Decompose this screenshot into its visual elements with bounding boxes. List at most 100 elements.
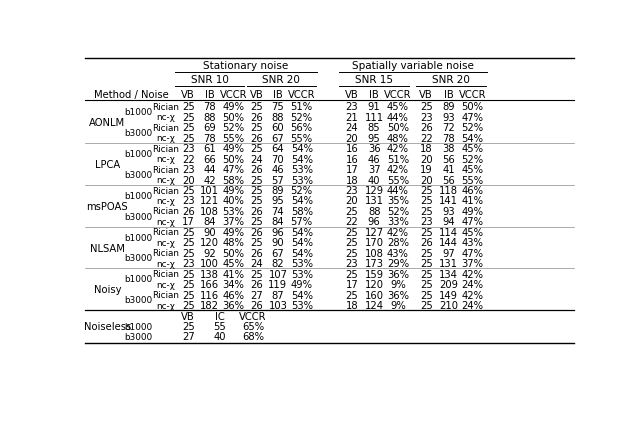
Text: 18: 18	[420, 144, 433, 154]
Text: 53%: 53%	[291, 165, 313, 175]
Text: Rician: Rician	[152, 270, 179, 279]
Text: b3000: b3000	[124, 295, 152, 304]
Text: 53%: 53%	[291, 300, 313, 310]
Text: 54%: 54%	[291, 154, 313, 164]
Text: 23: 23	[182, 165, 195, 175]
Text: 58%: 58%	[222, 175, 244, 185]
Text: 25: 25	[182, 300, 195, 310]
Text: 55%: 55%	[461, 175, 483, 185]
Text: 44%: 44%	[387, 186, 409, 196]
Text: 23: 23	[182, 144, 195, 154]
Text: 50%: 50%	[222, 113, 244, 123]
Text: IC: IC	[214, 311, 224, 321]
Text: 20: 20	[420, 175, 433, 185]
Text: Rician: Rician	[152, 249, 179, 258]
Text: 54%: 54%	[461, 133, 483, 144]
Text: 37%: 37%	[222, 217, 244, 227]
Text: VB: VB	[419, 89, 433, 99]
Text: 50%: 50%	[461, 102, 483, 112]
Text: 55: 55	[213, 321, 226, 331]
Text: b3000: b3000	[124, 254, 152, 263]
Text: 26: 26	[250, 165, 263, 175]
Text: 26: 26	[182, 206, 195, 216]
Text: 33%: 33%	[387, 217, 409, 227]
Text: 45%: 45%	[461, 165, 483, 175]
Text: 36: 36	[368, 144, 380, 154]
Text: 26: 26	[420, 123, 433, 133]
Text: 24: 24	[346, 123, 358, 133]
Text: 95: 95	[368, 133, 381, 144]
Text: IB: IB	[444, 89, 453, 99]
Text: 54%: 54%	[291, 144, 313, 154]
Text: 93: 93	[442, 206, 455, 216]
Text: AONLM: AONLM	[89, 118, 125, 128]
Text: b1000: b1000	[124, 108, 152, 117]
Text: 37: 37	[368, 165, 380, 175]
Text: 26: 26	[250, 227, 263, 237]
Text: 52%: 52%	[461, 154, 483, 164]
Text: 25: 25	[346, 248, 358, 258]
Text: NLSAM: NLSAM	[90, 243, 125, 253]
Text: 45%: 45%	[461, 144, 483, 154]
Text: 108: 108	[365, 248, 383, 258]
Text: 25: 25	[346, 290, 358, 300]
Text: Rician: Rician	[152, 144, 179, 154]
Text: 25: 25	[250, 175, 263, 185]
Text: 44: 44	[204, 165, 216, 175]
Text: Rician: Rician	[152, 165, 179, 174]
Text: Rician: Rician	[152, 186, 179, 195]
Text: 25: 25	[420, 269, 433, 279]
Text: 42%: 42%	[461, 290, 483, 300]
Text: nc-χ: nc-χ	[156, 197, 175, 206]
Text: 182: 182	[200, 300, 219, 310]
Text: Method / Noise: Method / Noise	[94, 89, 169, 99]
Text: SNR 10: SNR 10	[191, 75, 228, 85]
Text: 35%: 35%	[387, 196, 409, 206]
Text: b1000: b1000	[124, 233, 152, 242]
Text: 23: 23	[346, 102, 358, 112]
Text: 78: 78	[442, 133, 455, 144]
Text: 21: 21	[346, 113, 358, 123]
Text: 67: 67	[271, 248, 284, 258]
Text: VCCR: VCCR	[239, 311, 267, 321]
Text: 78: 78	[203, 102, 216, 112]
Text: 25: 25	[250, 186, 263, 196]
Text: Rician: Rician	[152, 207, 179, 216]
Text: 84: 84	[204, 217, 216, 227]
Text: 72: 72	[442, 123, 455, 133]
Text: 43%: 43%	[387, 248, 409, 258]
Text: 40: 40	[368, 175, 380, 185]
Text: 54%: 54%	[291, 196, 313, 206]
Text: IB: IB	[273, 89, 283, 99]
Text: 56%: 56%	[291, 123, 313, 133]
Text: 26: 26	[250, 248, 263, 258]
Text: 36%: 36%	[222, 300, 244, 310]
Text: 41%: 41%	[461, 196, 483, 206]
Text: 101: 101	[200, 186, 219, 196]
Text: 25: 25	[420, 196, 433, 206]
Text: 25: 25	[420, 186, 433, 196]
Text: 209: 209	[439, 280, 458, 289]
Text: nc-χ: nc-χ	[156, 259, 175, 268]
Text: 57%: 57%	[291, 217, 313, 227]
Text: 25: 25	[182, 102, 195, 112]
Text: 108: 108	[200, 206, 219, 216]
Text: 43%: 43%	[461, 238, 483, 248]
Text: b1000: b1000	[124, 275, 152, 284]
Text: VCCR: VCCR	[384, 89, 412, 99]
Text: 20: 20	[420, 154, 433, 164]
Text: 96: 96	[368, 217, 381, 227]
Text: 69: 69	[203, 123, 216, 133]
Text: 25: 25	[250, 238, 263, 248]
Text: 25: 25	[250, 196, 263, 206]
Text: 85: 85	[368, 123, 380, 133]
Text: 29%: 29%	[387, 258, 409, 269]
Text: nc-χ: nc-χ	[156, 301, 175, 310]
Text: 25: 25	[250, 217, 263, 227]
Text: 89: 89	[271, 186, 284, 196]
Text: 25: 25	[420, 227, 433, 237]
Text: 42%: 42%	[461, 269, 483, 279]
Text: 25: 25	[250, 102, 263, 112]
Text: 52%: 52%	[291, 186, 313, 196]
Text: 54%: 54%	[291, 290, 313, 300]
